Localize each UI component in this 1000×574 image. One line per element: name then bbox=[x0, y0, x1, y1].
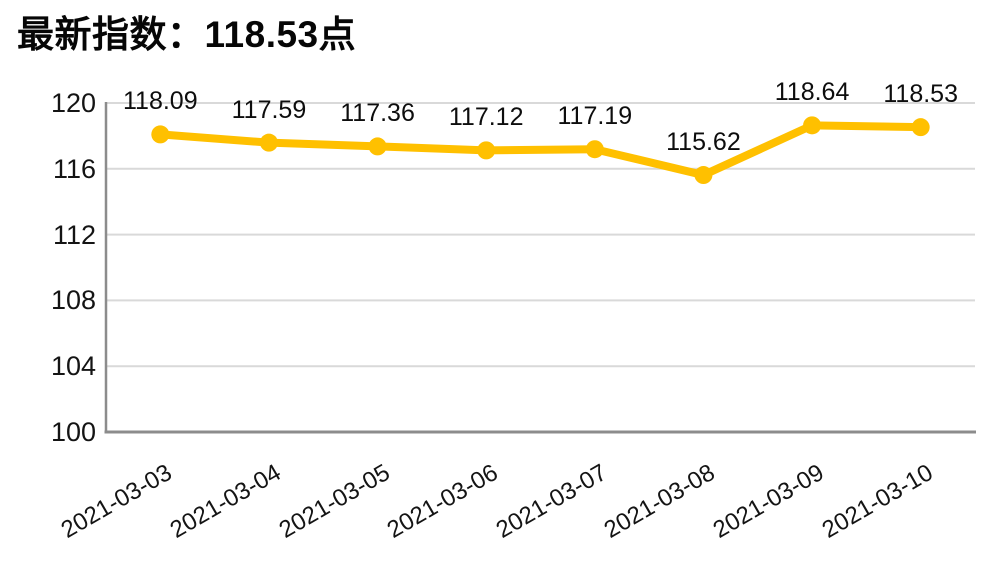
data-label-2: 117.36 bbox=[340, 99, 415, 128]
data-label-7: 118.53 bbox=[883, 80, 958, 109]
data-point-marker-3 bbox=[477, 141, 496, 160]
data-point-marker-7 bbox=[911, 118, 930, 137]
chart-title: 最新指数：118.53点 bbox=[17, 14, 357, 55]
y-tick-label-116: 116 bbox=[52, 153, 96, 184]
data-point-marker-2 bbox=[368, 137, 387, 156]
data-label-3: 117.12 bbox=[448, 103, 524, 132]
y-tick-label-100: 100 bbox=[50, 417, 96, 447]
data-point-marker-4 bbox=[585, 140, 604, 159]
data-label-1: 117.59 bbox=[231, 95, 307, 124]
y-tick-label-112: 112 bbox=[52, 219, 96, 250]
series-line bbox=[156, 121, 925, 180]
data-label-6: 118.64 bbox=[774, 78, 850, 107]
data-label-4: 117.19 bbox=[557, 102, 633, 131]
data-label-0: 118.09 bbox=[123, 87, 198, 116]
y-tick-label-108: 108 bbox=[50, 285, 96, 316]
data-point-marker-1 bbox=[259, 133, 278, 152]
data-label-5: 115.62 bbox=[666, 128, 741, 157]
y-tick-label-104: 104 bbox=[50, 351, 96, 382]
data-point-marker-6 bbox=[803, 116, 822, 135]
y-tick-label-120: 120 bbox=[50, 88, 96, 118]
data-point-marker-0 bbox=[151, 125, 170, 144]
data-point-marker-5 bbox=[694, 166, 713, 185]
